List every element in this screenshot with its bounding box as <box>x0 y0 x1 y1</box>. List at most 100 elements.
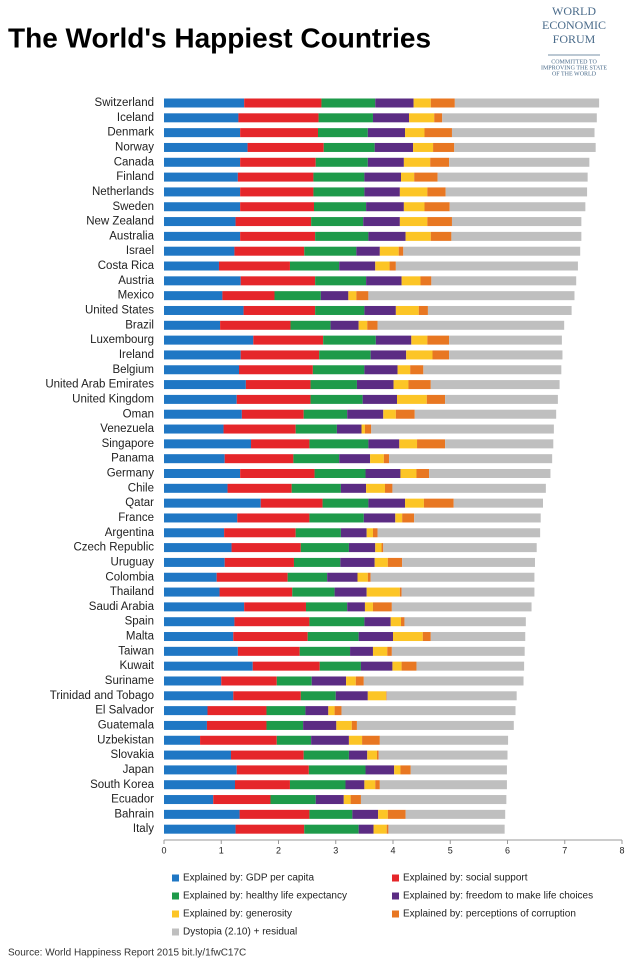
x-tick-label: 3 <box>333 845 338 855</box>
bar-segment <box>367 128 406 138</box>
bar-segment <box>356 380 394 390</box>
bar-segment <box>379 246 399 256</box>
bar-segment <box>367 320 378 330</box>
bar-segment <box>340 528 367 538</box>
bar-segment <box>322 498 369 508</box>
bar-segment <box>218 261 290 271</box>
bar-segment <box>164 617 235 627</box>
bar-segment <box>399 587 402 597</box>
legend-label: Explained by: social support <box>403 873 528 884</box>
bar-segment <box>395 305 419 315</box>
bar-segment <box>164 720 207 730</box>
bar-segment <box>378 750 508 760</box>
y-tick-label: Denmark <box>107 127 154 139</box>
bar-segment <box>334 706 342 716</box>
bar-segment <box>383 409 396 419</box>
bar-segment <box>276 676 312 686</box>
bar-segment <box>386 691 517 701</box>
bar-segment <box>311 735 349 745</box>
bar-segment <box>405 231 431 241</box>
bar-segment <box>356 720 514 730</box>
y-tick-label: United States <box>85 305 154 317</box>
bar-segment <box>402 557 535 567</box>
y-tick-label: Czech Republic <box>73 542 154 554</box>
bar-segment <box>454 142 596 152</box>
bar-segment <box>237 513 310 523</box>
bar-segment <box>395 261 578 271</box>
bar-segment <box>270 795 316 805</box>
bar-segment <box>164 454 225 464</box>
bar-segment <box>454 98 600 108</box>
bar-segment <box>164 142 248 152</box>
bar-segment <box>362 735 380 745</box>
y-tick-label: South Korea <box>90 779 155 791</box>
bar-segment <box>224 454 294 464</box>
bar-segment <box>405 498 424 508</box>
bar-segment <box>319 350 371 360</box>
bar-segment <box>260 498 323 508</box>
bar-segment <box>370 572 535 582</box>
bar-segment <box>314 469 366 478</box>
x-tick-label: 8 <box>619 845 624 855</box>
bar-segment <box>293 557 341 567</box>
bar-segment <box>371 424 554 434</box>
y-tick-label: Uruguay <box>111 556 155 568</box>
bar-segment <box>424 128 452 138</box>
bar-segment <box>430 632 526 642</box>
bar-segment <box>375 335 412 345</box>
bar-segment <box>402 513 415 523</box>
bar-segment <box>364 780 376 790</box>
legend-label: Explained by: freedom to make life choic… <box>403 891 593 902</box>
bar-segment <box>393 632 423 642</box>
bar-segment <box>240 231 316 241</box>
bar-segment <box>164 409 242 419</box>
y-tick-label: Germany <box>107 468 155 480</box>
bar-segment <box>426 394 446 404</box>
bar-segment <box>388 454 553 464</box>
legend-swatch <box>172 874 179 882</box>
bar-segment <box>364 424 372 434</box>
bar-segment <box>236 765 309 775</box>
y-tick-label: Switzerland <box>95 97 154 109</box>
y-tick-label: France <box>118 512 154 524</box>
bar-segment <box>164 557 225 567</box>
y-tick-label: Suriname <box>105 675 154 687</box>
bar-segment <box>374 557 388 567</box>
bar-segment <box>445 439 554 449</box>
bar-segment <box>366 202 404 212</box>
bar-segment <box>313 202 367 212</box>
bar-segment <box>417 439 446 449</box>
y-tick-label: Iceland <box>117 112 154 124</box>
bar-segment <box>365 765 395 775</box>
bar-segment <box>164 113 239 123</box>
logo-tagline: COMMITTED TO <box>551 59 597 65</box>
bar-segment <box>408 380 431 390</box>
bar-segment <box>362 394 398 404</box>
bar-segment <box>375 98 414 108</box>
bar-segment <box>406 350 433 360</box>
bar-segment <box>356 291 369 301</box>
bar-segment <box>243 305 316 315</box>
bar-segment <box>383 543 537 553</box>
bar-segment <box>347 409 384 419</box>
bar-segment <box>244 98 322 108</box>
bar-segment <box>237 646 300 656</box>
bar-segment <box>164 780 235 790</box>
bar-segment <box>357 572 368 582</box>
bar-segment <box>323 335 376 345</box>
bar-segment <box>427 187 446 197</box>
bar-segment <box>395 513 403 523</box>
bar-segment <box>347 602 365 612</box>
bar-segment <box>221 676 277 686</box>
bar-segment <box>295 424 337 434</box>
bar-segment <box>334 587 367 597</box>
bar-segment <box>413 142 434 152</box>
logo-line: ECONOMIC <box>542 18 606 32</box>
x-tick-label: 0 <box>161 845 166 855</box>
y-tick-label: Venezuela <box>100 423 154 435</box>
bar-segment <box>213 795 271 805</box>
bar-segment <box>339 261 376 271</box>
bar-segment <box>164 202 241 212</box>
bar-segment <box>289 261 340 271</box>
